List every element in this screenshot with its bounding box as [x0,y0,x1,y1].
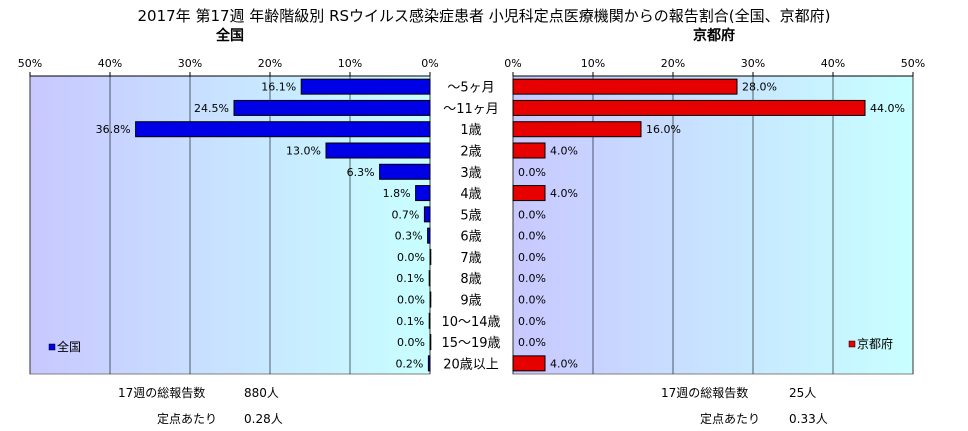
tick-label-kyoto: 10% [581,57,605,70]
data-label-kyoto: 4.0% [550,145,578,158]
category-label: 4歳 [460,187,481,202]
tick-label-national: 40% [98,57,122,70]
category-label: 1歳 [460,123,481,138]
data-label-kyoto: 44.0% [870,102,905,115]
data-label-national: 16.1% [261,81,296,94]
bar-national [428,270,431,287]
plot-area-kyoto [512,75,914,375]
bar-national [429,248,432,265]
tick-label-kyoto: 40% [821,57,845,70]
chart-title: 2017年 第17週 年齢階級別 RSウイルス感染症患者 小児科定点医療機関から… [138,7,831,25]
data-label-kyoto: 28.0% [742,81,777,94]
category-label: 2歳 [460,145,481,160]
panel-title-kyoto: 京都府 [693,27,735,44]
data-label-kyoto: 0.0% [518,251,546,264]
category-label: 9歳 [460,294,481,309]
data-label-kyoto: 0.0% [518,272,546,285]
tick-label-kyoto: 0% [504,57,521,70]
national-per-value: 0.28人 [244,412,283,426]
data-label-national: 0.2% [395,357,423,370]
national-per-label: 定点あたり [157,412,218,426]
data-label-national: 24.5% [194,102,229,115]
legend-swatch-national [48,343,56,351]
data-label-kyoto: 4.0% [550,187,578,200]
category-label: 10～14歳 [441,315,500,330]
data-label-kyoto: 0.0% [518,336,546,349]
bar-national [233,99,431,116]
data-label-kyoto: 4.0% [550,357,578,370]
data-label-kyoto: 0.0% [518,315,546,328]
bar-national [429,334,432,351]
data-label-national: 36.8% [96,123,131,136]
category-label: 7歳 [460,251,481,266]
bar-kyoto [512,99,866,116]
national-total-label: 17週の総報告数 [118,386,206,400]
data-label-national: 0.0% [397,294,425,307]
data-label-national: 1.8% [383,187,411,200]
bar-national [429,291,432,308]
data-label-kyoto: 0.0% [518,230,546,243]
legend-label-national: 全国 [57,339,81,354]
data-label-national: 0.0% [397,336,425,349]
bar-national [415,185,431,202]
bar-national [427,355,431,372]
legend-label-kyoto: 京都府 [857,336,893,351]
category-label: 6歳 [460,230,481,245]
data-label-national: 0.3% [395,230,423,243]
data-label-kyoto: 0.0% [518,208,546,221]
data-label-kyoto: 0.0% [518,294,546,307]
data-label-national: 0.7% [391,208,419,221]
legend-swatch-kyoto [848,340,856,348]
category-label: 20歳以上 [443,357,499,372]
bar-kyoto [512,78,738,95]
kyoto-per-value: 0.33人 [789,412,828,426]
bar-kyoto [512,142,546,159]
bar-national [135,121,431,138]
data-label-national: 0.1% [396,315,424,328]
data-label-national: 0.0% [397,251,425,264]
category-label: 5歳 [460,208,481,223]
tick-label-national: 20% [258,57,282,70]
bar-national [423,206,431,223]
data-label-national: 0.1% [396,272,424,285]
category-label: 15～19歳 [441,336,500,351]
data-label-national: 6.3% [347,166,375,179]
bar-kyoto [512,185,546,202]
bar-national [300,78,431,95]
kyoto-per-label: 定点あたり [700,412,761,426]
bar-kyoto [512,121,642,138]
data-label-kyoto: 0.0% [518,166,546,179]
tick-label-kyoto: 50% [901,57,925,70]
plot-area-national [29,75,431,375]
bar-national [428,312,431,329]
data-label-national: 13.0% [286,145,321,158]
bar-national [325,142,431,159]
kyoto-total-value: 25人 [789,386,817,400]
bar-national [427,227,431,244]
tick-label-kyoto: 20% [661,57,685,70]
bar-national [379,163,431,180]
category-label: 8歳 [460,272,481,287]
data-label-kyoto: 16.0% [646,123,681,136]
tick-label-national: 30% [178,57,202,70]
category-label: 3歳 [460,166,481,181]
bar-kyoto [512,355,546,372]
tick-label-kyoto: 30% [741,57,765,70]
tick-label-national: 10% [338,57,362,70]
kyoto-total-label: 17週の総報告数 [661,386,749,400]
tick-label-national: 0% [421,57,438,70]
national-total-value: 880人 [244,386,279,400]
category-label: ～11ヶ月 [443,102,499,117]
panel-title-national: 全国 [215,27,244,44]
tick-label-national: 50% [18,57,42,70]
category-label: ～5ヶ月 [447,81,494,96]
